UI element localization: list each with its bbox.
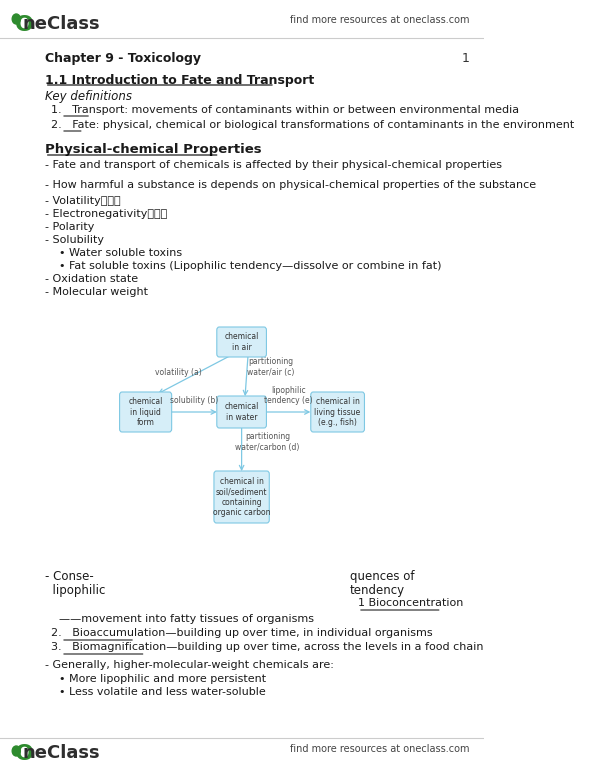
Text: solubility (b): solubility (b) [170,396,218,405]
Text: 2.   Fate: physical, chemical or biological transformations of contaminants in t: 2. Fate: physical, chemical or biologica… [51,120,575,130]
Text: 1: 1 [462,52,469,65]
Text: - Generally, higher-molecular-weight chemicals are:: - Generally, higher-molecular-weight che… [45,660,334,670]
Text: ——movement into fatty tissues of organisms: ——movement into fatty tissues of organis… [58,614,314,624]
Text: - Fate and transport of chemicals is affected by their physical-chemical propert: - Fate and transport of chemicals is aff… [45,160,502,170]
Text: - Conse-: - Conse- [45,570,93,583]
Text: Chapter 9 - Toxicology: Chapter 9 - Toxicology [45,52,201,65]
Text: chemical in
soil/sediment
containing
organic carbon: chemical in soil/sediment containing org… [213,477,270,517]
Text: 2.   Bioaccumulation—building up over time, in individual organisms: 2. Bioaccumulation—building up over time… [51,628,433,638]
Text: 1 Bioconcentration: 1 Bioconcentration [358,598,464,608]
Circle shape [12,14,20,24]
Text: neClass: neClass [23,15,101,33]
Text: quences of: quences of [350,570,414,583]
FancyBboxPatch shape [120,392,171,432]
Text: - How harmful a substance is depends on physical-chemical properties of the subs: - How harmful a substance is depends on … [45,180,536,190]
Text: chemical
in water: chemical in water [224,402,259,422]
Text: lipophilic
tendency (e): lipophilic tendency (e) [264,386,313,405]
FancyBboxPatch shape [311,392,365,432]
Text: volatility (a): volatility (a) [155,367,202,377]
Text: partitioning
water/air (c): partitioning water/air (c) [247,357,295,377]
Text: Key definitions: Key definitions [45,90,131,103]
FancyBboxPatch shape [217,396,267,428]
Text: 3.   Biomagnification—building up over time, across the levels in a food chain: 3. Biomagnification—building up over tim… [51,642,484,652]
Text: find more resources at oneclass.com: find more resources at oneclass.com [290,15,469,25]
FancyBboxPatch shape [217,327,267,357]
Circle shape [12,746,20,756]
Text: Physical-chemical Properties: Physical-chemical Properties [45,143,261,156]
Text: • Water soluble toxins: • Water soluble toxins [45,248,182,258]
Text: - Polarity: - Polarity [45,222,94,232]
Text: - Electronegativity電負性: - Electronegativity電負性 [45,209,167,219]
Text: • More lipophilic and more persistent: • More lipophilic and more persistent [58,674,266,684]
Text: O: O [15,744,34,764]
Text: 1.   Transport: movements of contaminants within or between environmental media: 1. Transport: movements of contaminants … [51,105,519,115]
Text: tendency: tendency [350,584,405,597]
Text: partitioning
water/carbon (d): partitioning water/carbon (d) [236,432,300,451]
Text: chemical
in air: chemical in air [224,333,259,352]
Text: - Volatility据發性: - Volatility据發性 [45,196,120,206]
Text: 1.1 Introduction to Fate and Transport: 1.1 Introduction to Fate and Transport [45,74,314,87]
Text: find more resources at oneclass.com: find more resources at oneclass.com [290,744,469,754]
Text: • Fat soluble toxins (Lipophilic tendency—dissolve or combine in fat): • Fat soluble toxins (Lipophilic tendenc… [45,261,441,271]
FancyBboxPatch shape [214,471,270,523]
Text: chemical
in liquid
form: chemical in liquid form [129,397,163,427]
Text: - Molecular weight: - Molecular weight [45,287,148,297]
Text: O: O [15,15,34,35]
Text: chemical in
living tissue
(e.g., fish): chemical in living tissue (e.g., fish) [315,397,361,427]
Text: • Less volatile and less water-soluble: • Less volatile and less water-soluble [58,687,265,697]
Text: lipophilic: lipophilic [45,584,105,597]
Text: - Solubility: - Solubility [45,235,104,245]
Text: - Oxidation state: - Oxidation state [45,274,138,284]
Text: neClass: neClass [23,744,101,762]
